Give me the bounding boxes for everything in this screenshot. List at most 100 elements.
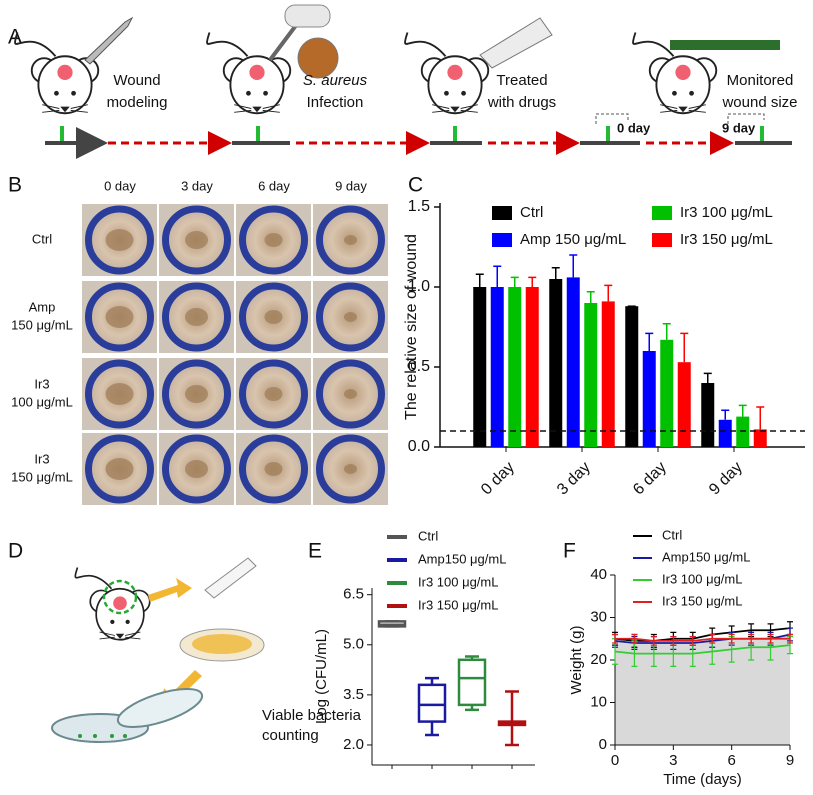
mouse-eye xyxy=(110,619,115,625)
row-label: Ir3 xyxy=(34,376,49,391)
wound-area xyxy=(185,231,208,249)
bar xyxy=(549,279,563,447)
column-header: 0 day xyxy=(104,178,136,193)
timepoint xyxy=(60,126,64,141)
mouse-nose xyxy=(450,106,460,113)
bar xyxy=(566,277,580,447)
y-tick-label: 3.5 xyxy=(343,686,364,703)
x-tick-label: 6 day xyxy=(630,459,670,499)
bar xyxy=(625,306,639,447)
column-header: 3 day xyxy=(181,178,213,193)
y-tick-label: 40 xyxy=(590,566,607,583)
x-tick-label: 9 day xyxy=(706,459,746,499)
mouse-eye xyxy=(125,619,130,625)
legend-label: Amp150 μg/mL xyxy=(418,551,506,566)
wound-area xyxy=(344,389,357,399)
mouse-eye xyxy=(54,90,59,96)
error-bar xyxy=(662,323,671,340)
wound-spot xyxy=(447,64,463,80)
mouse-whisker xyxy=(432,104,478,113)
bar xyxy=(736,416,750,447)
colony xyxy=(78,734,82,738)
row-label: 100 μg/mL xyxy=(11,394,73,409)
wound-area xyxy=(344,312,357,322)
timepoint xyxy=(256,126,260,141)
mouse-icon xyxy=(206,32,292,115)
wound-area xyxy=(344,235,357,245)
ointment-tube xyxy=(479,17,553,69)
scalpel xyxy=(84,16,134,65)
y-tick-label: 0.0 xyxy=(408,438,430,455)
panel-label: D xyxy=(8,540,23,563)
y-axis-title: Log (CFU/mL) xyxy=(313,629,330,724)
wound-area xyxy=(185,385,208,403)
error-bar xyxy=(604,284,613,302)
mouse-eye xyxy=(672,90,677,96)
wound-area xyxy=(264,233,283,247)
y-tick-label: 0.5 xyxy=(408,358,430,375)
row-label: 150 μg/mL xyxy=(11,317,73,332)
sample-circle xyxy=(102,579,138,615)
y-tick-label: 1.0 xyxy=(408,278,430,295)
x-axis-title: Time (days) xyxy=(663,771,742,788)
caption: counting xyxy=(262,727,319,744)
mouse-eye xyxy=(444,90,449,96)
panel-label: A xyxy=(8,26,22,49)
column-header: 9 day xyxy=(335,178,367,193)
bar xyxy=(584,303,598,447)
bracket xyxy=(727,113,765,124)
error-bar xyxy=(528,276,537,287)
row-label: 150 μg/mL xyxy=(11,469,73,484)
legend-label: Ctrl xyxy=(418,528,438,543)
wound-spot xyxy=(675,64,691,80)
error-bar xyxy=(510,276,519,287)
legend-label: Amp 150 μg/mL xyxy=(520,231,626,248)
box xyxy=(417,683,447,723)
caption: Viable bacteria xyxy=(262,707,362,724)
error-bar xyxy=(738,404,747,417)
wound-area xyxy=(185,460,208,478)
legend-swatch xyxy=(492,233,512,247)
legend-swatch xyxy=(492,206,512,220)
y-tick-label: 6.5 xyxy=(343,586,364,603)
x-tick-label: 0 day xyxy=(478,459,518,499)
colony xyxy=(93,734,97,738)
mouse-nose xyxy=(115,633,125,639)
error-bar xyxy=(586,291,595,303)
mouse-tail xyxy=(404,32,447,57)
mouse-icon xyxy=(74,567,151,641)
colony xyxy=(123,734,127,738)
step-label: Monitored xyxy=(727,72,794,89)
series-line xyxy=(614,644,791,655)
error-bar xyxy=(493,265,502,287)
step-label: Wound xyxy=(113,72,160,89)
y-tick-label: 5.0 xyxy=(343,636,364,653)
mouse-tail xyxy=(74,567,113,590)
wound-area xyxy=(185,308,208,326)
wound-area xyxy=(344,464,357,474)
wound-area xyxy=(264,462,283,476)
step-label: wound size xyxy=(721,94,797,111)
legend-label: Ir3 150 μg/mL xyxy=(680,231,773,248)
timepoint xyxy=(760,126,764,141)
mouse-icon xyxy=(14,32,100,115)
error-bar xyxy=(721,409,730,420)
error-bar xyxy=(680,332,689,363)
step-label: modeling xyxy=(107,94,168,111)
bar xyxy=(601,301,615,447)
y-axis-title: Weight (g) xyxy=(568,626,585,695)
legend-label: Ir3 100 μg/mL xyxy=(418,574,498,589)
day-mark: 0 day xyxy=(617,120,651,135)
petri-lid xyxy=(116,687,204,729)
wound-area xyxy=(105,383,134,405)
legend-label: Ir3 150 μg/mL xyxy=(662,593,742,608)
series-line xyxy=(614,627,791,642)
row-label: Ir3 xyxy=(34,451,49,466)
error-bar xyxy=(475,273,484,287)
step-label: with drugs xyxy=(487,94,556,111)
panel-label: C xyxy=(408,174,423,197)
row-label: Amp xyxy=(29,299,56,314)
wound-spot xyxy=(113,596,127,610)
legend-swatch xyxy=(652,233,672,247)
